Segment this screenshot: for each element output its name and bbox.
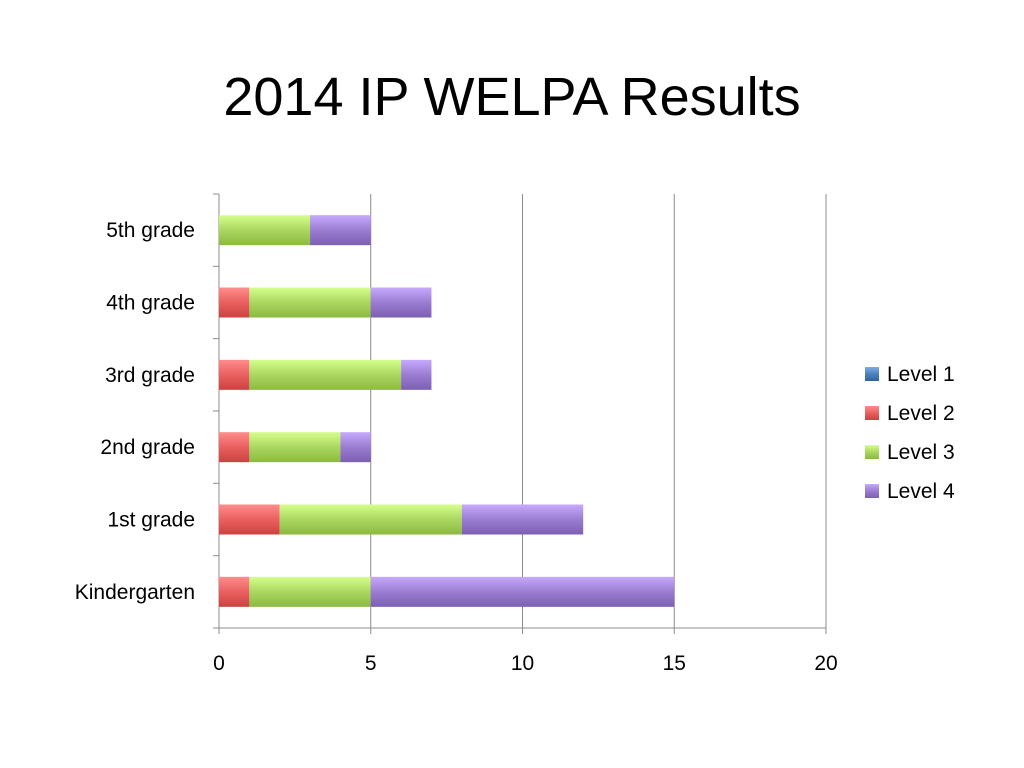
axes [213, 193, 827, 634]
legend-label: Level 3 [887, 441, 955, 464]
gridlines [370, 194, 827, 628]
x-tick-label: 10 [511, 652, 534, 675]
legend-swatch [865, 367, 879, 381]
bar-segment [279, 504, 462, 535]
category-label: 2nd grade [100, 436, 195, 459]
bar-segment [219, 359, 250, 390]
bar-segment [249, 432, 341, 463]
bar-segment [249, 576, 371, 607]
category-label: 3rd grade [105, 364, 195, 387]
legend-swatch [865, 484, 879, 498]
x-tick-label: 0 [213, 652, 225, 675]
bar-segment [219, 287, 250, 318]
category-label: 1st grade [107, 509, 195, 532]
legend-label: Level 4 [887, 480, 955, 503]
bar-segment [219, 432, 250, 463]
category-labels: 5th grade 4th grade 3rd grade 2nd grade 1st … [75, 219, 195, 604]
bar-segment [219, 215, 311, 246]
legend-item: Level 1 [865, 363, 955, 386]
legend-item: Level 4 [865, 480, 955, 503]
category-label: 4th grade [106, 292, 195, 315]
legend: Level 1 Level 2 Level 3 Level 4 [865, 363, 955, 503]
legend-label: Level 1 [887, 363, 955, 386]
x-tick-label: 5 [365, 652, 377, 675]
bars [219, 215, 675, 607]
bar-segment [461, 504, 584, 535]
bar-segment [401, 359, 432, 390]
bar-segment [249, 287, 371, 318]
bar-segment [370, 287, 432, 318]
legend-swatch [865, 406, 879, 420]
chart-title: 2014 IP WELPA Results [223, 67, 801, 127]
legend-label: Level 2 [887, 402, 955, 425]
category-label: Kindergarten [75, 581, 195, 604]
bar-segment [340, 432, 371, 463]
x-tick-label: 15 [663, 652, 686, 675]
bar-segment [370, 576, 675, 607]
legend-item: Level 3 [865, 441, 955, 464]
x-tick-labels: 0 5 10 15 20 [213, 652, 838, 675]
legend-swatch [865, 445, 879, 459]
legend-item: Level 2 [865, 402, 955, 425]
bar-segment [310, 215, 371, 246]
category-label: 5th grade [106, 219, 195, 242]
bar-segment [219, 576, 250, 607]
bar-segment [249, 359, 402, 390]
bar-segment [219, 504, 280, 535]
x-tick-label: 20 [814, 652, 837, 675]
